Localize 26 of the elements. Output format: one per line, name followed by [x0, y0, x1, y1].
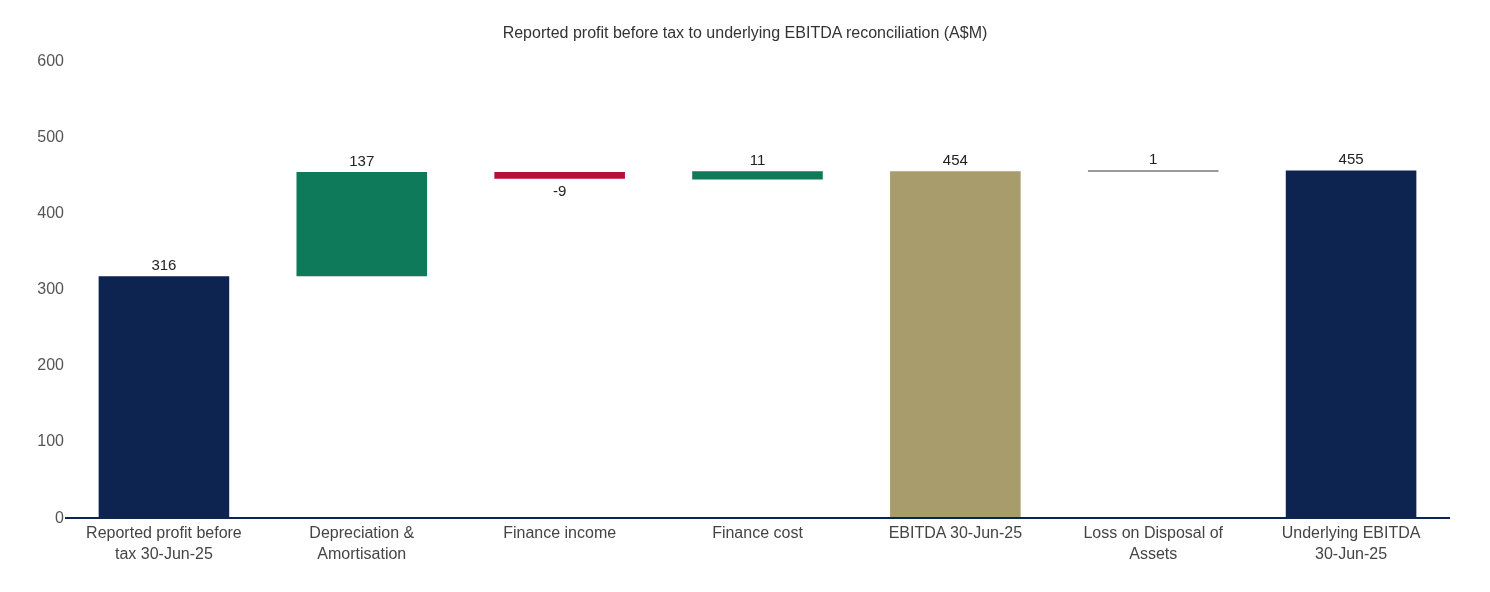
- data-label: 316: [151, 256, 177, 274]
- x-tick-label: Finance cost: [712, 523, 804, 541]
- data-label: 11: [749, 151, 766, 169]
- x-tick-label: EBITDA 30-Jun-25: [888, 523, 1023, 541]
- y-tick-label: 200: [37, 356, 65, 374]
- bar: [296, 171, 428, 277]
- data-label: 454: [942, 151, 968, 169]
- data-label: -9: [552, 181, 567, 199]
- data-label: 137: [349, 151, 375, 169]
- y-tick-label: 500: [37, 127, 65, 145]
- y-tick-label: 0: [55, 508, 65, 526]
- x-tick-label: Loss on Disposal of Assets: [1083, 523, 1224, 562]
- y-tick-label: 600: [37, 51, 65, 69]
- y-tick-label: 300: [37, 280, 65, 298]
- chart-title: Reported profit before tax to underlying EBITDA reconciliation (A$M): [502, 23, 988, 41]
- y-tick-label: 400: [37, 203, 65, 221]
- x-tick-label: Underlying EBITDA 30-Jun-25: [1281, 523, 1421, 562]
- bar: [692, 171, 823, 180]
- bar: [890, 171, 1021, 517]
- y-tick-label: 100: [37, 432, 65, 450]
- data-label: 1: [1149, 150, 1158, 167]
- x-tick-label: Depreciation & Amortisation: [309, 523, 415, 562]
- x-tick-label: Finance income: [503, 523, 617, 541]
- bar: [494, 171, 625, 179]
- data-label: 455: [1338, 150, 1364, 168]
- x-tick-label: Reported profit before tax 30-Jun-25: [86, 523, 242, 562]
